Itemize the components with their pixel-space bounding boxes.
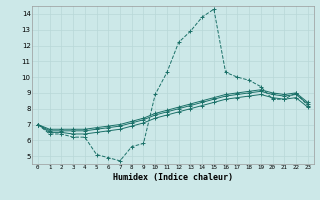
X-axis label: Humidex (Indice chaleur): Humidex (Indice chaleur) xyxy=(113,173,233,182)
